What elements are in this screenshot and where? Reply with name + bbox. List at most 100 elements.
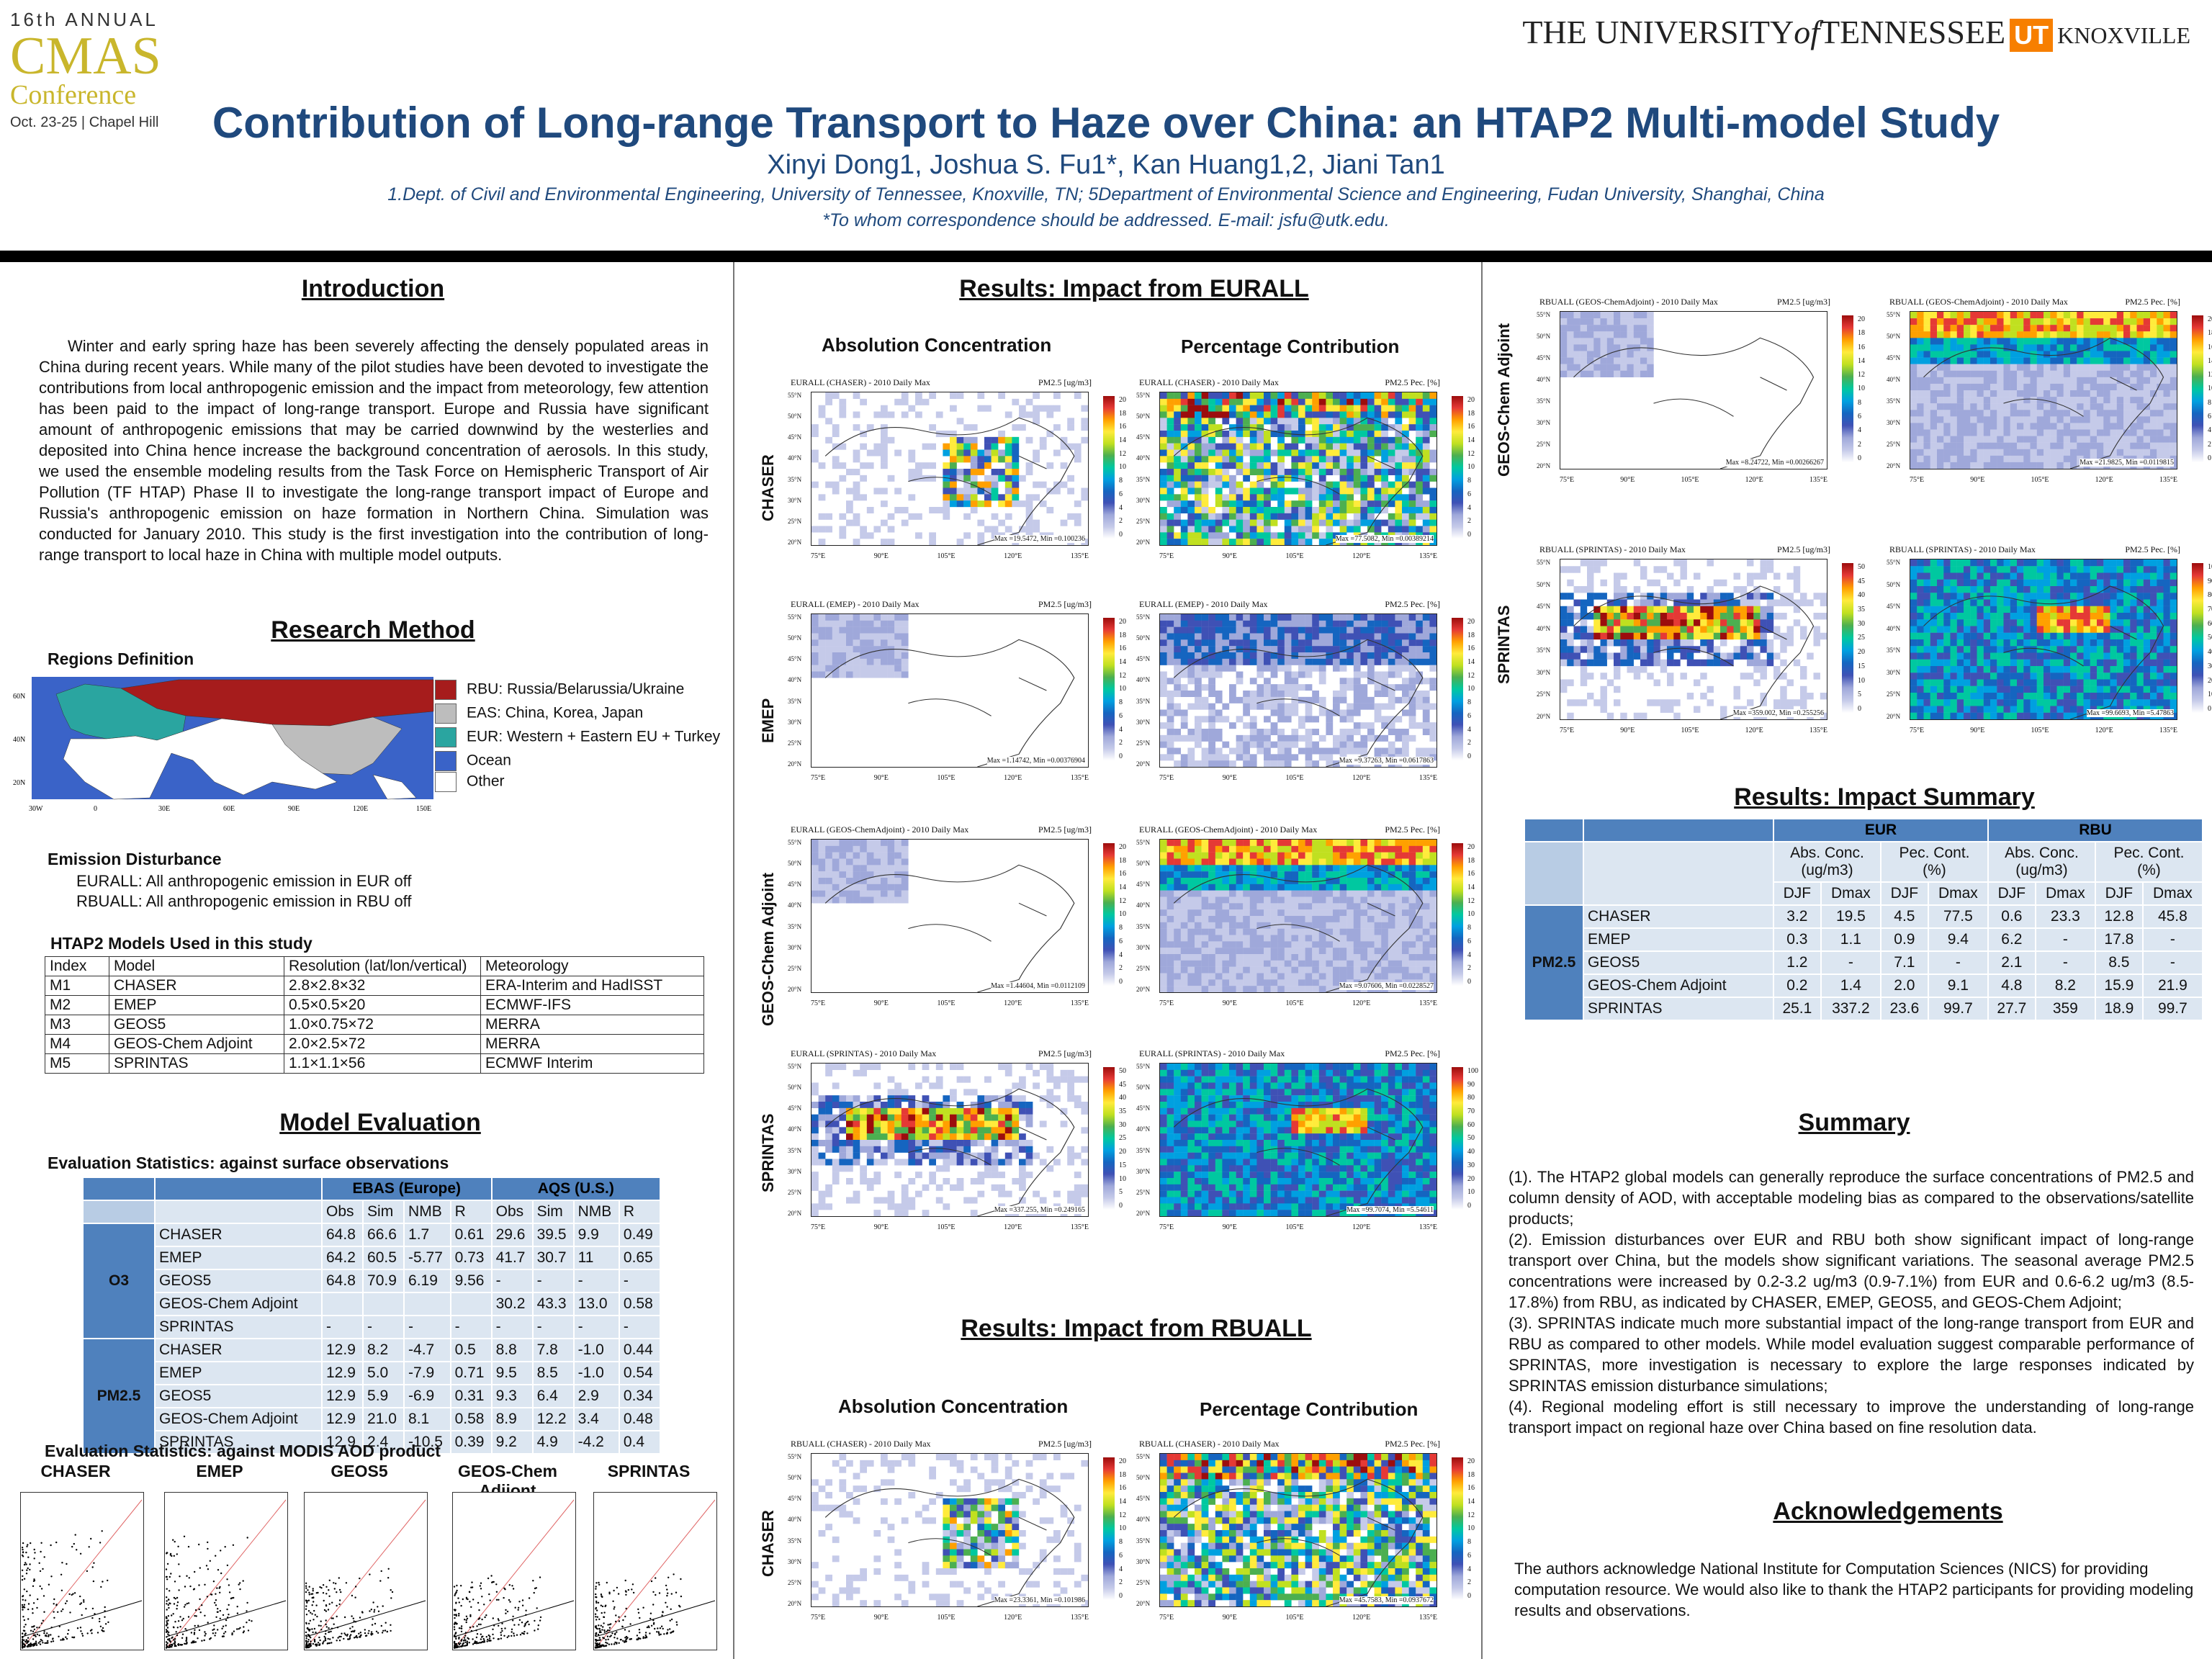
- scatter-point: [328, 1631, 331, 1633]
- map-lon-ticks: 75°E 90°E 105°E 120°E 135°E: [811, 552, 1089, 560]
- map-cell: [1291, 973, 1299, 980]
- map-cell: [1256, 519, 1264, 526]
- map-cell: [1215, 916, 1223, 923]
- map-cell: [1346, 405, 1354, 412]
- scatter-point: [601, 1596, 603, 1598]
- map-cell: [887, 865, 895, 872]
- map-cell: [1229, 922, 1236, 929]
- map-cell: [1395, 948, 1403, 955]
- map-cell: [1229, 966, 1236, 974]
- map-cell: [1318, 903, 1326, 910]
- map-cell: [1367, 954, 1375, 961]
- map-cell: [1222, 639, 1230, 647]
- scatter-point: [194, 1609, 197, 1611]
- map-cell: [1284, 922, 1292, 929]
- map-cell: [1339, 716, 1347, 723]
- map-cell: [1201, 507, 1209, 514]
- map-cell: [846, 519, 853, 526]
- scatter-point: [327, 1609, 330, 1611]
- scatter-point: [629, 1623, 631, 1625]
- table-cell: EMEP: [155, 1246, 323, 1270]
- scatter-point: [652, 1623, 655, 1625]
- map-cell: [1249, 411, 1257, 418]
- map-cell: [1256, 903, 1264, 910]
- map-cell: [1195, 703, 1202, 710]
- scatter-point: [27, 1556, 30, 1558]
- colorbar-tick: 0: [1119, 977, 1123, 986]
- map-cell: [1229, 884, 1236, 891]
- scatter-point: [483, 1640, 485, 1642]
- map-cell: [1256, 966, 1264, 974]
- map-cell: [1256, 922, 1264, 929]
- map-cell: [1025, 436, 1033, 444]
- scatter-point: [338, 1640, 341, 1642]
- map-cell: [1318, 449, 1326, 457]
- map-cell: [1174, 678, 1181, 685]
- scatter-point: [181, 1637, 184, 1639]
- table-cell: -1.0: [573, 1339, 620, 1362]
- map-cell: [1249, 620, 1257, 627]
- scatter-point: [217, 1629, 219, 1631]
- map-cell: [1187, 691, 1195, 698]
- map-cell: [1429, 703, 1437, 710]
- map-cell: [1039, 405, 1047, 412]
- scatter-point: [487, 1638, 489, 1641]
- map-cell: [1318, 678, 1326, 685]
- map-cell: [1402, 935, 1409, 942]
- map-cell: [811, 620, 819, 627]
- map-cell: [1312, 941, 1319, 948]
- map-cell: [1180, 760, 1188, 768]
- scatter-point: [390, 1597, 392, 1599]
- map-cell: [1208, 852, 1215, 859]
- model-map: EURALL (GEOS-ChemAdjoint) - 2010 Daily M…: [788, 824, 1094, 1012]
- map-cell: [1208, 658, 1215, 665]
- scatter-point: [247, 1629, 250, 1632]
- map-cell: [1174, 691, 1181, 698]
- map-cell: [1019, 411, 1026, 418]
- map-cell: [1346, 865, 1354, 872]
- scatter-point: [308, 1591, 310, 1593]
- scatter-point: [31, 1626, 33, 1628]
- evaluation-heading: Model Evaluation: [279, 1109, 481, 1136]
- scatter-point: [325, 1605, 328, 1607]
- map-cell: [1367, 614, 1375, 621]
- map-cell: [1381, 691, 1388, 698]
- lon-tick: 75°E: [1159, 999, 1174, 1007]
- map-cell: [1215, 443, 1223, 450]
- map-cell: [846, 671, 853, 678]
- scatter-point: [32, 1630, 35, 1632]
- map-cell: [1318, 948, 1326, 955]
- scatter-point: [190, 1642, 193, 1644]
- scatter-point: [647, 1625, 649, 1627]
- map-frame: Max =9.37263, Min =0.0617863: [1159, 613, 1437, 768]
- map-frame: Max =1.14742, Min =0.00376904: [811, 613, 1089, 768]
- map-cell: [839, 890, 847, 897]
- map-cell: [943, 507, 950, 514]
- map-cell: [1395, 665, 1403, 672]
- table-cell: 4.9: [532, 1431, 575, 1455]
- lat-tick: 25°N: [1136, 964, 1151, 972]
- map-cell: [1284, 443, 1292, 450]
- map-cell: [1187, 966, 1195, 974]
- map-cell: [1215, 941, 1223, 948]
- map-cell: [991, 481, 999, 488]
- map-cell: [1195, 633, 1202, 640]
- scatter-point: [92, 1580, 95, 1583]
- poster-authors: Xinyi Dong1, Joshua S. Fu1*, Kan Huang1,…: [767, 150, 1445, 180]
- scatter-point: [602, 1637, 604, 1639]
- scatter-point: [190, 1632, 193, 1634]
- map-cell: [1416, 411, 1423, 418]
- scatter-point: [624, 1615, 626, 1618]
- map-cell: [866, 507, 874, 514]
- map-cell: [1298, 633, 1305, 640]
- scatter-point: [324, 1639, 327, 1641]
- scatter-point: [246, 1537, 248, 1539]
- map-cell: [1381, 494, 1388, 501]
- map-cell: [1367, 909, 1375, 917]
- map-cell: [1277, 928, 1285, 935]
- scatter-point: [313, 1596, 315, 1599]
- map-cell: [1160, 948, 1167, 955]
- map-cell: [1264, 852, 1271, 859]
- map-cell: [1381, 431, 1388, 438]
- map-cell: [1346, 424, 1354, 431]
